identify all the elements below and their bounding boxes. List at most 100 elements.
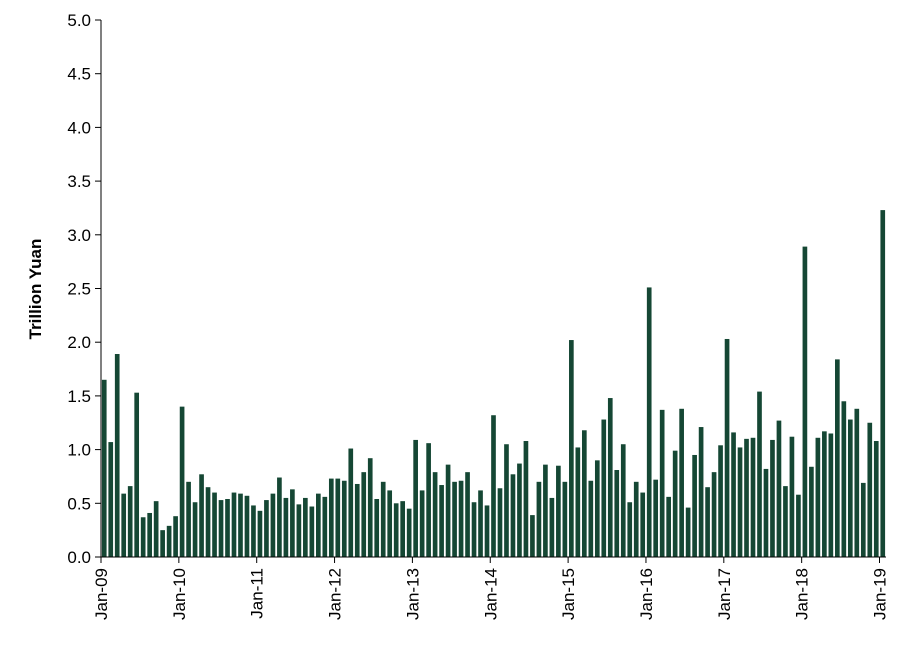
bar: [646, 287, 652, 557]
bar: [666, 496, 671, 557]
bar: [231, 492, 237, 557]
x-tick-label: Jan-15: [559, 568, 578, 620]
bar: [205, 487, 211, 557]
y-axis-ticks: 0.0 0.5 1.0 1.5 2.0 2.5 3.0 3.5 4.0 4.5 5.0: [67, 11, 101, 567]
bar: [296, 504, 302, 557]
bar: [789, 436, 795, 557]
x-tick-label: Jan-19: [871, 568, 890, 620]
bar: [847, 419, 853, 557]
bar: [640, 492, 646, 557]
y-tick-label: 3.0: [67, 226, 91, 245]
bar: [335, 478, 341, 557]
bar: [238, 493, 243, 557]
bar: [627, 502, 633, 557]
x-tick-label: Jan-17: [715, 568, 734, 620]
x-tick-label: Jan-16: [637, 568, 656, 620]
bar: [147, 512, 152, 557]
bar: [458, 480, 464, 557]
bar: [406, 508, 412, 557]
bar: [841, 401, 847, 557]
bar: [426, 443, 431, 557]
bar: [101, 379, 107, 557]
bar: [452, 481, 457, 557]
bar: [523, 441, 529, 557]
bar: [705, 487, 710, 557]
bar: [517, 463, 522, 557]
bar: [620, 444, 626, 557]
bar: [303, 497, 308, 557]
y-tick-label: 4.0: [67, 118, 91, 137]
y-tick-label: 5.0: [67, 11, 91, 30]
bar: [880, 210, 886, 557]
bar: [140, 517, 146, 557]
x-tick-label: Jan-11: [248, 568, 267, 619]
bar: [439, 485, 444, 557]
bar: [114, 354, 120, 557]
bar: [835, 359, 840, 557]
bar: [270, 493, 276, 557]
bar: [607, 398, 613, 557]
y-tick-label: 0.5: [67, 494, 91, 513]
x-tick-label: Jan-14: [481, 568, 500, 620]
bar: [873, 441, 879, 557]
y-tick-label: 2.5: [67, 280, 91, 299]
bar: [569, 340, 574, 557]
bar: [510, 474, 516, 557]
bar: [316, 493, 321, 557]
bar: [387, 490, 393, 557]
x-tick-label: Jan-13: [403, 568, 422, 620]
bar: [309, 506, 315, 557]
bar: [802, 246, 808, 558]
bar: [218, 500, 224, 557]
bar: [283, 497, 289, 557]
bar: [711, 472, 717, 557]
bar: [750, 437, 756, 557]
bar: [828, 433, 834, 557]
y-tick-label: 4.5: [67, 65, 91, 84]
bar: [400, 501, 406, 557]
bar: [549, 497, 555, 557]
bar: [575, 447, 581, 557]
bar: [465, 472, 470, 557]
bar: [530, 515, 535, 557]
bar: [361, 472, 367, 557]
bar: [497, 488, 503, 557]
bar: [322, 496, 328, 557]
bar: [562, 481, 568, 557]
bar: [659, 409, 665, 557]
bar: [244, 495, 250, 557]
bar: [633, 481, 639, 557]
bar: [796, 494, 801, 557]
x-axis-ticks: Jan-09 Jan-10 Jan-11 Jan-12 Jan-13 Jan-14 Jan-…: [92, 557, 890, 620]
bar: [445, 464, 451, 557]
bar: [744, 438, 749, 557]
bar: [763, 468, 769, 557]
x-tick-label: Jan-10: [170, 568, 189, 620]
bar: [380, 481, 386, 557]
bar: [809, 466, 814, 557]
bar: [484, 505, 490, 557]
bar: [556, 465, 561, 557]
bar: [186, 481, 191, 557]
bar: [173, 516, 178, 557]
bar: [588, 480, 594, 557]
bar: [692, 454, 697, 557]
bar: [121, 493, 127, 557]
bar: [225, 499, 230, 557]
bar: [179, 406, 185, 557]
bar: [867, 422, 873, 557]
bar: [543, 464, 548, 557]
bar: [581, 430, 587, 557]
bar: [653, 479, 659, 557]
x-tick-label: Jan-09: [92, 568, 111, 620]
bar: [679, 408, 684, 557]
bar: [367, 458, 373, 557]
bar: [737, 447, 743, 557]
bar: [536, 481, 542, 557]
bar: [478, 490, 483, 557]
bar: [166, 525, 172, 557]
y-tick-label: 1.5: [67, 387, 91, 406]
bar: [393, 503, 399, 557]
bar: [614, 470, 620, 557]
bar: [374, 499, 380, 557]
